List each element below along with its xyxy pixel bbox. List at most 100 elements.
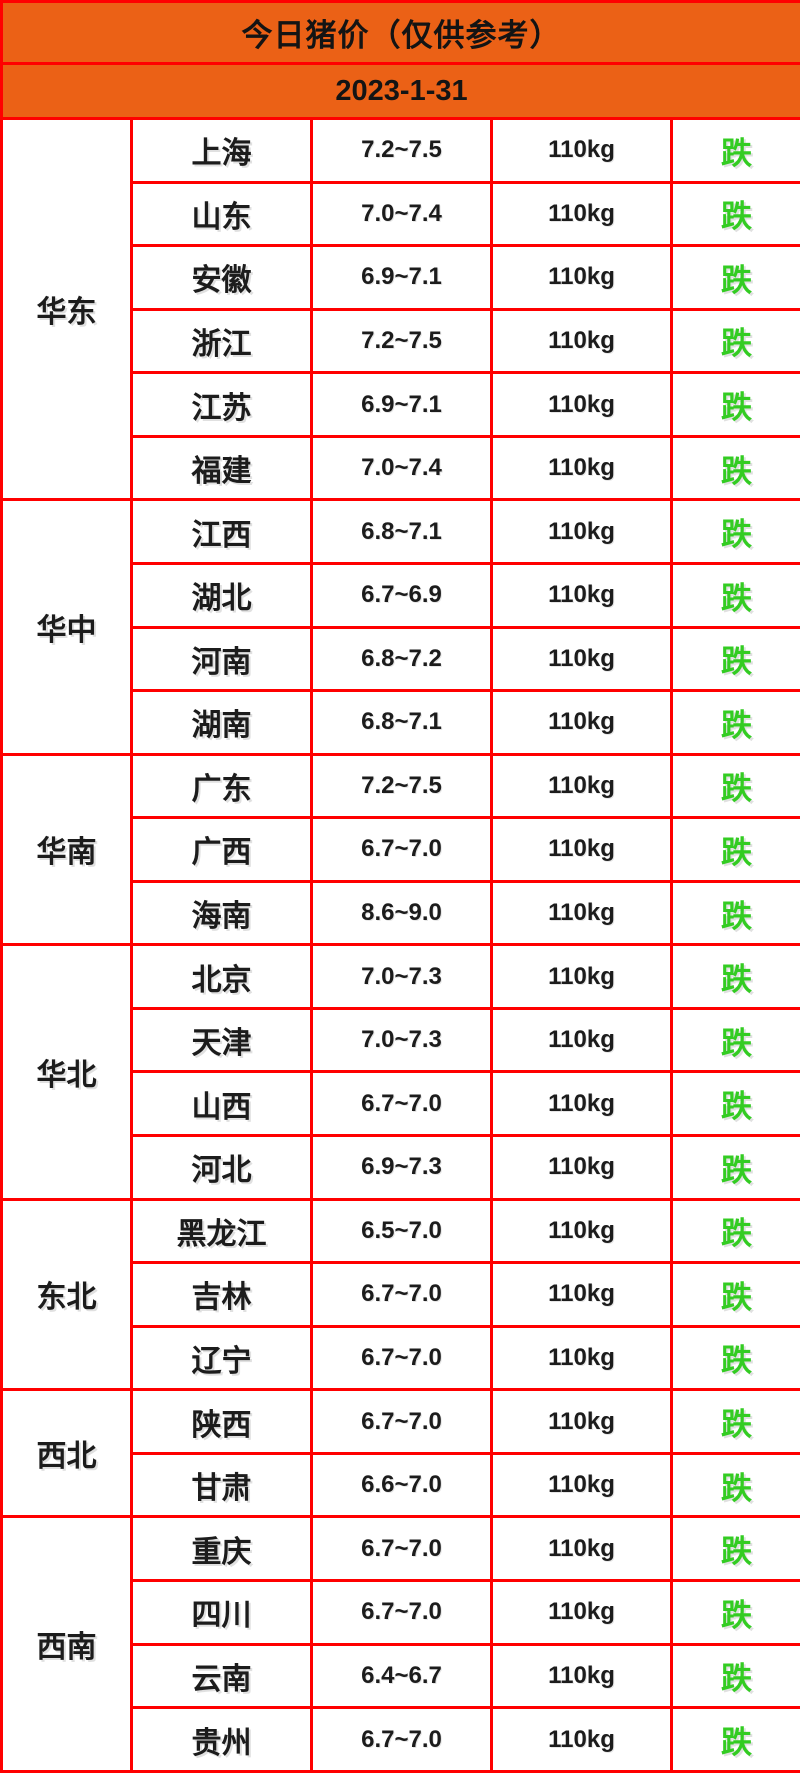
price-cell: 6.7~7.0 bbox=[310, 1324, 493, 1392]
table-row: 云南 6.4~6.7 110kg 跌 bbox=[2, 1642, 800, 1710]
table-row: 华北 北京 7.0~7.3 110kg 跌 bbox=[0, 943, 800, 1201]
table-row: 河南 6.8~7.2 110kg 跌 bbox=[2, 625, 800, 693]
price-cell: 6.8~7.2 bbox=[310, 625, 493, 693]
price-cell: 7.2~7.5 bbox=[310, 307, 493, 375]
weight-cell: 110kg bbox=[490, 1642, 673, 1710]
province-cell: 甘肃 bbox=[130, 1451, 313, 1519]
price-cell: 7.0~7.3 bbox=[310, 1006, 493, 1074]
status-cell: 跌 bbox=[669, 371, 800, 438]
price-cell: 6.7~7.0 bbox=[310, 1706, 493, 1773]
status-cell: 跌 bbox=[669, 1388, 800, 1455]
weight-cell: 110kg bbox=[490, 943, 673, 1010]
region-cell: 西北 bbox=[0, 1388, 133, 1519]
weight-cell: 110kg bbox=[490, 180, 673, 248]
province-cell: 吉林 bbox=[130, 1261, 313, 1328]
table-header: 今日猪价（仅供参考） 2023-1-31 bbox=[0, 0, 800, 120]
status-cell: 跌 bbox=[669, 434, 800, 502]
table-row: 山东 7.0~7.4 110kg 跌 bbox=[2, 180, 800, 248]
weight-cell: 110kg bbox=[490, 1261, 673, 1328]
price-cell: 6.9~7.3 bbox=[310, 1134, 493, 1201]
weight-cell: 110kg bbox=[490, 879, 673, 947]
table-row: 江苏 6.9~7.1 110kg 跌 bbox=[2, 371, 800, 438]
province-cell: 黑龙江 bbox=[130, 1197, 313, 1265]
status-cell: 跌 bbox=[669, 1324, 800, 1392]
weight-cell: 110kg bbox=[490, 1706, 673, 1773]
weight-cell: 110kg bbox=[490, 1388, 673, 1455]
status-cell: 跌 bbox=[669, 180, 800, 248]
weight-cell: 110kg bbox=[490, 689, 673, 756]
region-cell: 西南 bbox=[0, 1515, 133, 1773]
status-cell: 跌 bbox=[669, 1261, 800, 1328]
province-cell: 云南 bbox=[130, 1642, 313, 1710]
table-row: 东北 黑龙江 6.5~7.0 110kg 跌 bbox=[0, 1197, 800, 1392]
price-cell: 6.9~7.1 bbox=[310, 371, 493, 438]
province-cell: 四川 bbox=[130, 1578, 313, 1646]
province-cell: 湖南 bbox=[130, 689, 313, 756]
date-row: 2023-1-31 bbox=[0, 62, 800, 120]
status-cell: 跌 bbox=[669, 625, 800, 693]
price-cell: 6.9~7.1 bbox=[310, 244, 493, 311]
province-cell: 北京 bbox=[130, 943, 313, 1010]
province-cell: 重庆 bbox=[130, 1515, 313, 1582]
date-label: 2023-1-31 bbox=[0, 62, 800, 120]
table-row: 西北 陕西 6.7~7.0 110kg 跌 bbox=[0, 1388, 800, 1519]
province-cell: 福建 bbox=[130, 434, 313, 502]
status-cell: 跌 bbox=[669, 879, 800, 947]
price-cell: 6.7~7.0 bbox=[310, 1261, 493, 1328]
status-cell: 跌 bbox=[669, 1197, 800, 1265]
price-cell: 6.8~7.1 bbox=[310, 689, 493, 756]
region-cell: 华东 bbox=[0, 116, 133, 502]
price-cell: 6.7~7.0 bbox=[310, 1070, 493, 1137]
table-row: 华中 江西 6.8~7.1 110kg 跌 bbox=[0, 498, 800, 756]
weight-cell: 110kg bbox=[490, 117, 673, 184]
table-row: 四川 6.7~7.0 110kg 跌 bbox=[2, 1578, 800, 1646]
region-cell: 华北 bbox=[0, 943, 133, 1201]
table-row: 湖南 6.8~7.1 110kg 跌 bbox=[2, 689, 800, 756]
region-cell: 华南 bbox=[0, 752, 133, 947]
price-cell: 6.7~6.9 bbox=[310, 561, 493, 629]
page-title: 今日猪价（仅供参考） bbox=[0, 0, 800, 65]
table-row: 广西 6.7~7.0 110kg 跌 bbox=[2, 816, 800, 883]
status-cell: 跌 bbox=[669, 1006, 800, 1074]
weight-cell: 110kg bbox=[490, 1134, 673, 1201]
province-cell: 广西 bbox=[130, 816, 313, 883]
status-cell: 跌 bbox=[669, 1642, 800, 1710]
weight-cell: 110kg bbox=[490, 498, 673, 565]
province-cell: 湖北 bbox=[130, 561, 313, 629]
price-cell: 8.6~9.0 bbox=[310, 879, 493, 947]
status-cell: 跌 bbox=[669, 561, 800, 629]
province-cell: 陕西 bbox=[130, 1388, 313, 1455]
table-row: 西南 重庆 6.7~7.0 110kg 跌 bbox=[0, 1515, 800, 1773]
province-cell: 上海 bbox=[130, 117, 313, 184]
province-cell: 安徽 bbox=[130, 244, 313, 311]
table-row: 浙江 7.2~7.5 110kg 跌 bbox=[2, 307, 800, 375]
weight-cell: 110kg bbox=[490, 1324, 673, 1392]
province-cell: 天津 bbox=[130, 1006, 313, 1074]
province-cell: 山东 bbox=[130, 180, 313, 248]
price-cell: 6.8~7.1 bbox=[310, 498, 493, 565]
table-row: 华东 上海 7.2~7.5 110kg 跌 bbox=[0, 116, 800, 502]
province-cell: 海南 bbox=[130, 879, 313, 947]
price-cell: 6.7~7.0 bbox=[310, 1388, 493, 1455]
status-cell: 跌 bbox=[669, 816, 800, 883]
price-cell: 7.2~7.5 bbox=[310, 117, 493, 184]
table-row: 河北 6.9~7.3 110kg 跌 bbox=[2, 1134, 800, 1201]
price-cell: 6.7~7.0 bbox=[310, 816, 493, 883]
price-cell: 6.6~7.0 bbox=[310, 1451, 493, 1519]
weight-cell: 110kg bbox=[490, 1197, 673, 1265]
weight-cell: 110kg bbox=[490, 816, 673, 883]
table-row: 辽宁 6.7~7.0 110kg 跌 bbox=[2, 1324, 800, 1392]
region-cell: 华中 bbox=[0, 498, 133, 756]
status-cell: 跌 bbox=[669, 1706, 800, 1773]
status-cell: 跌 bbox=[669, 1451, 800, 1519]
weight-cell: 110kg bbox=[490, 1451, 673, 1519]
table-row: 天津 7.0~7.3 110kg 跌 bbox=[2, 1006, 800, 1074]
price-cell: 7.0~7.4 bbox=[310, 434, 493, 502]
status-cell: 跌 bbox=[669, 498, 800, 565]
weight-cell: 110kg bbox=[490, 752, 673, 820]
status-cell: 跌 bbox=[669, 1578, 800, 1646]
province-cell: 辽宁 bbox=[130, 1324, 313, 1392]
weight-cell: 110kg bbox=[490, 434, 673, 502]
